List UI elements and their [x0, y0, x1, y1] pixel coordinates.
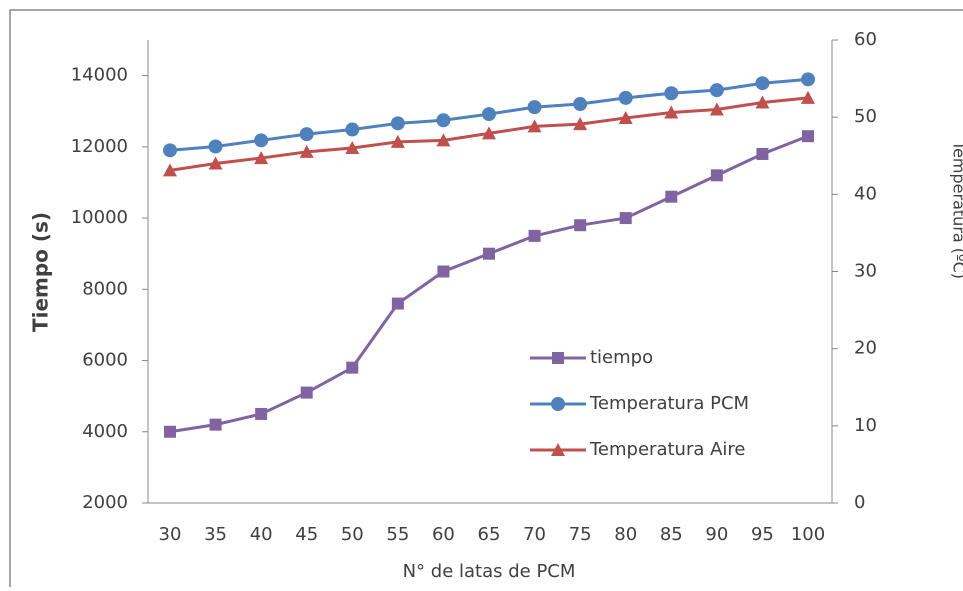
- legend-label: tiempo: [590, 347, 653, 368]
- marker: [210, 419, 222, 431]
- marker: [755, 76, 769, 90]
- legend-marker: [552, 352, 564, 364]
- y2-tick-label: 20: [854, 338, 877, 359]
- legend-label: Temperatura PCM: [589, 393, 749, 414]
- x-tick-label: 65: [478, 524, 501, 545]
- x-tick-label: 30: [159, 524, 182, 545]
- y2-tick-label: 30: [854, 261, 877, 282]
- marker: [711, 169, 723, 181]
- marker: [529, 230, 541, 242]
- marker: [483, 248, 495, 260]
- marker: [482, 107, 496, 121]
- x-tick-label: 40: [250, 524, 273, 545]
- marker: [301, 387, 313, 399]
- marker: [345, 123, 359, 137]
- marker: [619, 91, 633, 105]
- x-tick-label: 60: [432, 524, 455, 545]
- x-tick-label: 80: [614, 524, 637, 545]
- marker: [392, 298, 404, 310]
- x-tick-label: 100: [791, 524, 825, 545]
- y-tick-label: 4000: [82, 421, 128, 442]
- marker: [300, 127, 314, 141]
- y2-axis-label: Temperatura (ºC): [950, 140, 963, 279]
- y2-tick-label: 10: [854, 415, 877, 436]
- chart-frame: [10, 10, 963, 587]
- marker: [391, 116, 405, 130]
- y-tick-label: 10000: [71, 207, 128, 228]
- y2-tick-label: 40: [854, 183, 877, 204]
- legend-label: Temperatura Aire: [589, 439, 746, 460]
- x-axis-label: N° de latas de PCM: [403, 561, 576, 582]
- y-tick-label: 14000: [71, 65, 128, 86]
- y2-tick-label: 60: [854, 29, 877, 50]
- x-tick-label: 50: [341, 524, 364, 545]
- y2-tick-label: 50: [854, 106, 877, 127]
- marker: [620, 212, 632, 224]
- x-tick-label: 70: [523, 524, 546, 545]
- y-tick-label: 6000: [82, 350, 128, 371]
- marker: [255, 408, 267, 420]
- x-tick-label: 85: [660, 524, 683, 545]
- marker: [209, 139, 223, 153]
- marker: [802, 130, 814, 142]
- marker: [665, 191, 677, 203]
- y-axis-label: Tiempo (s): [29, 212, 53, 332]
- marker: [346, 362, 358, 374]
- x-tick-label: 90: [705, 524, 728, 545]
- marker: [574, 219, 586, 231]
- x-tick-label: 55: [386, 524, 409, 545]
- y-tick-label: 2000: [82, 492, 128, 513]
- x-tick-label: 75: [569, 524, 592, 545]
- marker: [573, 97, 587, 111]
- x-tick-label: 35: [204, 524, 227, 545]
- legend-marker: [551, 397, 565, 411]
- y-tick-label: 12000: [71, 136, 128, 157]
- y2-tick-label: 0: [854, 492, 865, 513]
- marker: [437, 266, 449, 278]
- marker: [528, 100, 542, 114]
- x-tick-label: 95: [751, 524, 774, 545]
- y-tick-label: 8000: [82, 278, 128, 299]
- marker: [254, 133, 268, 147]
- marker: [436, 113, 450, 127]
- marker: [710, 83, 724, 97]
- marker: [801, 72, 815, 86]
- x-tick-label: 45: [295, 524, 318, 545]
- marker: [164, 426, 176, 438]
- marker: [664, 86, 678, 100]
- marker: [756, 148, 768, 160]
- marker: [163, 143, 177, 157]
